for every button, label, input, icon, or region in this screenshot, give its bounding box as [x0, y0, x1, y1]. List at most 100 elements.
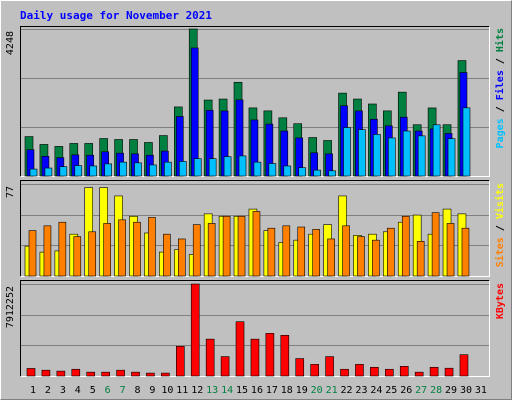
x-tick-label: 9 — [149, 385, 155, 396]
bar — [164, 161, 172, 177]
legend-entry: Visits — [494, 183, 506, 219]
bar — [190, 47, 199, 177]
bar — [58, 221, 67, 277]
x-tick-label: 7 — [120, 385, 126, 396]
bar — [146, 372, 155, 377]
bar — [280, 335, 290, 377]
bar — [59, 166, 68, 177]
x-tick-label: 29 — [445, 385, 457, 396]
bar — [265, 333, 275, 377]
bar — [358, 129, 366, 177]
x-tick-label: 18 — [281, 385, 293, 396]
bar — [268, 163, 277, 177]
bar — [208, 158, 217, 177]
bar — [220, 356, 230, 377]
bar — [119, 161, 127, 177]
bar — [342, 225, 350, 277]
panel-edge-dark — [20, 26, 490, 177]
bar — [179, 161, 187, 177]
bar — [267, 227, 276, 277]
bar — [237, 215, 246, 277]
bar — [26, 368, 36, 377]
bar — [372, 239, 380, 277]
bar — [328, 170, 336, 177]
x-tick-label: 25 — [385, 385, 397, 396]
bar — [447, 138, 456, 177]
bar — [414, 371, 424, 377]
legend-entry: KBytes — [495, 283, 506, 319]
bar — [28, 230, 37, 277]
bar — [44, 167, 53, 177]
bar — [192, 224, 201, 277]
x-tick-label: 20 — [311, 385, 323, 396]
bar — [461, 227, 470, 277]
bar — [149, 164, 157, 177]
x-tick-label: 10 — [161, 385, 173, 396]
legend-entry: Pages — [495, 118, 506, 148]
bar — [446, 223, 455, 277]
bar — [373, 134, 381, 177]
bar — [283, 165, 292, 177]
bar — [222, 215, 231, 277]
legend-separator: / — [495, 52, 506, 70]
x-tick-label: 17 — [266, 385, 278, 396]
bar — [178, 238, 186, 277]
bar — [74, 165, 83, 177]
bar — [41, 369, 51, 377]
panel-edge-light — [20, 26, 490, 177]
x-tick-label: 14 — [221, 385, 233, 396]
x-tick-label: 27 — [415, 385, 427, 396]
bar — [399, 366, 409, 377]
legend-entry: Sites — [494, 237, 506, 267]
bar — [327, 238, 335, 277]
legend: Sites / Visits — [494, 183, 506, 267]
bar — [71, 368, 81, 377]
bar — [312, 229, 320, 277]
bar — [207, 223, 216, 277]
bar — [88, 231, 97, 277]
legend-separator: / — [495, 100, 506, 118]
x-tick-label: 21 — [326, 385, 338, 396]
bar — [205, 338, 215, 377]
bar — [116, 369, 125, 377]
bar — [298, 167, 307, 177]
bar — [431, 212, 440, 277]
x-tick-label: 4 — [75, 385, 81, 396]
panel-edge-light — [20, 180, 490, 277]
bar — [235, 321, 245, 377]
bar — [29, 168, 38, 177]
bar — [161, 372, 170, 377]
bar — [357, 236, 365, 277]
bar — [86, 371, 96, 377]
legend-separator: / — [495, 219, 506, 237]
panel-edge-light — [20, 280, 490, 377]
bar — [432, 124, 441, 177]
x-tick-label: 3 — [60, 385, 66, 396]
x-tick-label: 16 — [251, 385, 263, 396]
bar — [295, 358, 305, 377]
bar — [444, 367, 454, 377]
x-tick-label: 8 — [134, 385, 140, 396]
x-tick-label: 26 — [400, 385, 412, 396]
x-tick-label: 12 — [191, 385, 203, 396]
bar — [193, 158, 202, 177]
bar — [416, 241, 425, 277]
legend: KBytes — [495, 283, 506, 319]
bar — [148, 217, 156, 277]
bar — [223, 156, 232, 177]
bar — [343, 127, 351, 177]
y-max-label: 4248 — [5, 31, 16, 55]
bar — [118, 219, 126, 277]
bar — [282, 225, 291, 277]
bar — [402, 130, 411, 177]
bar — [253, 161, 262, 177]
bar — [73, 236, 82, 277]
chart-title: Daily usage for November 2021 — [20, 9, 212, 22]
panel-edge-dark — [20, 180, 490, 277]
x-tick-label: 11 — [176, 385, 188, 396]
bar — [43, 225, 52, 277]
bar — [238, 155, 247, 177]
x-tick-label: 15 — [236, 385, 248, 396]
x-tick-label: 22 — [341, 385, 353, 396]
y-max-label: 77 — [5, 186, 16, 198]
